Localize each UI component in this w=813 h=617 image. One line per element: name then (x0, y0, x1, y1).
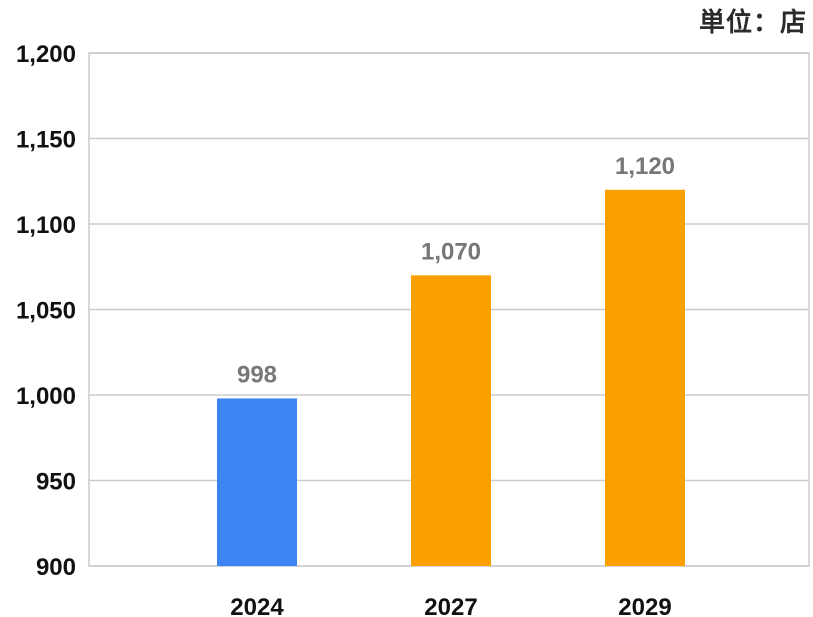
x-tick-label: 2024 (230, 594, 284, 617)
y-tick-label: 950 (36, 469, 76, 496)
unit-label: 単位：店 (698, 8, 807, 38)
data-labels: 998 1,070 1,120 (237, 153, 675, 389)
y-tick-label: 900 (36, 554, 76, 581)
y-tick-label: 1,150 (16, 127, 76, 154)
data-label: 1,070 (421, 238, 481, 265)
x-tick-label: 2029 (618, 594, 671, 617)
y-tick-label: 1,200 (16, 41, 76, 68)
y-tick-label: 1,100 (16, 212, 76, 239)
bar (605, 189, 685, 567)
bars (217, 189, 685, 567)
y-axis-ticks: 900 950 1,000 1,050 1,100 1,150 1,200 (16, 41, 76, 581)
y-tick-label: 1,000 (16, 383, 76, 410)
x-axis-ticks: 2024 2027 2029 (230, 594, 671, 617)
grid-lines (88, 52, 810, 567)
bar (411, 275, 491, 566)
y-tick-label: 1,050 (16, 298, 76, 325)
bar (217, 398, 297, 566)
data-label: 998 (237, 361, 277, 388)
data-label: 1,120 (615, 153, 675, 180)
x-tick-label: 2027 (424, 594, 477, 617)
